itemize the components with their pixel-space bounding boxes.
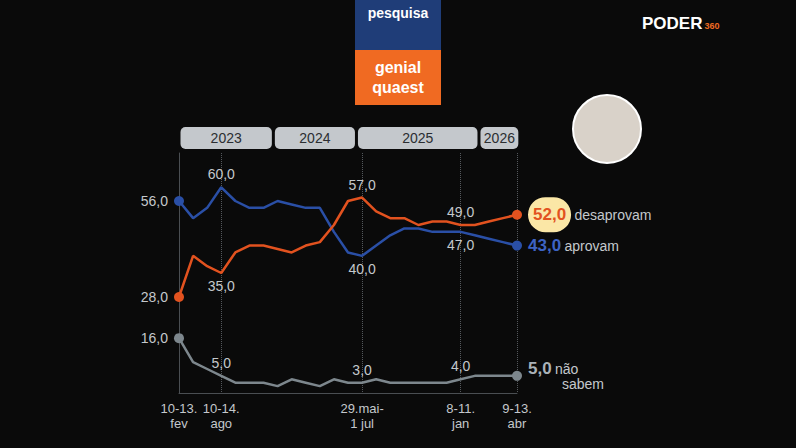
- svg-text:5,0: 5,0: [528, 359, 552, 378]
- svg-text:10-14.: 10-14.: [203, 401, 240, 416]
- svg-text:57,0: 57,0: [348, 177, 375, 193]
- svg-text:2026: 2026: [484, 130, 515, 146]
- svg-text:3,0: 3,0: [352, 362, 372, 378]
- svg-text:47,0: 47,0: [447, 237, 474, 253]
- svg-text:28,0: 28,0: [141, 289, 168, 305]
- svg-text:56,0: 56,0: [141, 193, 168, 209]
- svg-text:desaprovam: desaprovam: [574, 207, 651, 223]
- svg-text:não: não: [555, 361, 579, 377]
- svg-text:fev: fev: [170, 416, 188, 431]
- html-text:genial: genial: [374, 59, 422, 76]
- svg-text:1 jul: 1 jul: [350, 416, 374, 431]
- svg-text:29.mai-: 29.mai-: [340, 401, 383, 416]
- svg-text:2025: 2025: [402, 130, 433, 146]
- html-text:pesquisa: pesquisa: [367, 5, 429, 21]
- svg-text:4,0: 4,0: [451, 358, 471, 374]
- html-text:PODER360: PODER360: [642, 14, 720, 33]
- svg-text:60,0: 60,0: [208, 166, 235, 182]
- svg-text:10-13.: 10-13.: [161, 401, 198, 416]
- svg-text:abr: abr: [508, 416, 527, 431]
- svg-text:43,0: 43,0: [528, 236, 561, 255]
- svg-text:35,0: 35,0: [208, 278, 235, 294]
- svg-text:16,0: 16,0: [141, 330, 168, 346]
- svg-text:ago: ago: [210, 416, 232, 431]
- svg-text:5,0: 5,0: [212, 355, 232, 371]
- svg-text:aprovam: aprovam: [564, 238, 618, 254]
- svg-text:40,0: 40,0: [348, 261, 375, 277]
- svg-text:2023: 2023: [211, 130, 242, 146]
- svg-text:9-13.: 9-13.: [502, 401, 532, 416]
- svg-text:sabem: sabem: [562, 376, 604, 392]
- svg-text:49,0: 49,0: [447, 204, 474, 220]
- svg-text:2024: 2024: [299, 130, 330, 146]
- svg-text:52,0: 52,0: [533, 205, 566, 224]
- svg-text:jan: jan: [451, 416, 469, 431]
- svg-text:8-11.: 8-11.: [446, 401, 475, 416]
- html-text:quaest: quaest: [372, 79, 424, 96]
